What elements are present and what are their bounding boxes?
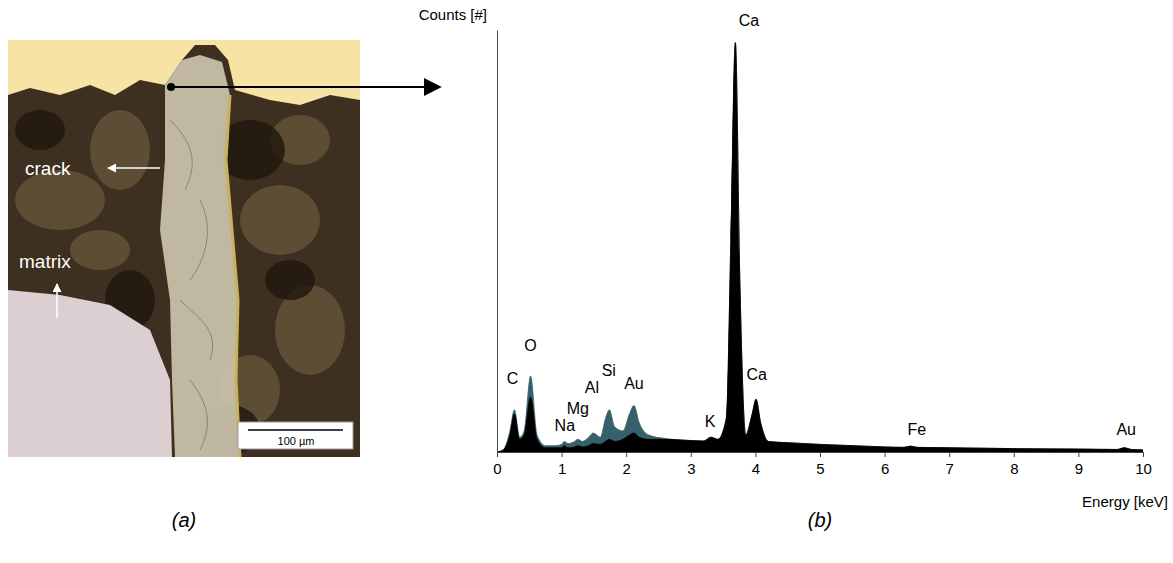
label-crack: crack bbox=[25, 158, 71, 179]
spectrum-area bbox=[497, 43, 1143, 452]
peak-label: Fe bbox=[908, 421, 927, 438]
panel-label: (a) bbox=[172, 509, 196, 531]
scale-bar bbox=[248, 429, 343, 431]
x-tick: 5 bbox=[816, 452, 824, 477]
x-tick-mark bbox=[820, 452, 821, 457]
peak-label: Au bbox=[624, 375, 644, 392]
crack-edge bbox=[226, 95, 240, 457]
x-tick-label: 4 bbox=[752, 460, 760, 477]
x-tick-mark bbox=[755, 452, 756, 457]
micrograph-texture bbox=[265, 260, 315, 300]
micrograph bbox=[8, 40, 360, 457]
spectrum-area bbox=[497, 43, 1143, 452]
arrow bbox=[108, 167, 160, 169]
peak-label: Ca bbox=[746, 366, 767, 383]
crack-texture bbox=[170, 120, 213, 450]
x-tick: 0 bbox=[493, 452, 501, 477]
micrograph-texture bbox=[15, 110, 65, 150]
x-tick: 1 bbox=[558, 452, 566, 477]
x-tick: 4 bbox=[752, 452, 760, 477]
x-tick-mark bbox=[562, 452, 563, 457]
x-tick-mark bbox=[1014, 452, 1015, 457]
peak-label: C bbox=[507, 370, 519, 387]
peak-labels: CO NaMg AlSi Au K Ca Ca Fe Au bbox=[507, 12, 1136, 438]
peak-label: Au bbox=[1116, 421, 1136, 438]
x-axis: 0 1 2 3 4 5 6 7 8 9 10 bbox=[493, 452, 1152, 477]
scale-bar-box bbox=[238, 422, 353, 449]
x-tick-mark bbox=[626, 452, 627, 457]
micrograph-matrix bbox=[8, 40, 360, 457]
micrograph-texture bbox=[15, 170, 105, 230]
x-tick: 10 bbox=[1135, 452, 1152, 477]
crack-fill bbox=[160, 55, 240, 457]
x-tick-label: 3 bbox=[687, 460, 695, 477]
plot-marks bbox=[497, 43, 1143, 452]
x-axis-title: Energy [keV] bbox=[1082, 493, 1168, 510]
x-tick-mark bbox=[497, 452, 498, 457]
x-tick-label: 6 bbox=[881, 460, 889, 477]
x-tick: 7 bbox=[946, 452, 954, 477]
x-tick-label: 10 bbox=[1135, 460, 1152, 477]
y-axis bbox=[497, 31, 498, 453]
micrograph-texture bbox=[90, 110, 150, 190]
x-tick-label: 7 bbox=[946, 460, 954, 477]
x-tick: 3 bbox=[687, 452, 695, 477]
pointer-arrow bbox=[171, 86, 440, 88]
x-tick: 2 bbox=[623, 452, 631, 477]
peak-label: O bbox=[524, 337, 536, 354]
scale-bar-label: 100 µm bbox=[278, 435, 315, 447]
panel-label: (b) bbox=[808, 509, 832, 531]
x-tick: 6 bbox=[881, 452, 889, 477]
micrograph-texture bbox=[70, 230, 130, 270]
figure: crack matrix 100 µm 0 1 2 3 4 5 6 7 8 9 10 Counts [#] E… bbox=[0, 0, 1173, 563]
x-tick-mark bbox=[949, 452, 950, 457]
x-tick-mark bbox=[1143, 452, 1144, 457]
x-tick: 9 bbox=[1075, 452, 1083, 477]
y-axis-title: Counts [#] bbox=[419, 6, 487, 23]
micrograph-grain bbox=[8, 290, 172, 457]
peak-label: Si bbox=[602, 362, 616, 379]
x-tick-mark bbox=[691, 452, 692, 457]
x-tick-label: 2 bbox=[623, 460, 631, 477]
peak-label: K bbox=[705, 413, 716, 430]
x-tick-label: 0 bbox=[493, 460, 501, 477]
peak-label: Na bbox=[555, 417, 576, 434]
x-tick: 8 bbox=[1010, 452, 1018, 477]
x-tick-label: 9 bbox=[1075, 460, 1083, 477]
peak-label: Mg bbox=[567, 400, 589, 417]
arrow bbox=[56, 284, 58, 318]
x-tick-label: 1 bbox=[558, 460, 566, 477]
peak-label: Al bbox=[585, 379, 599, 396]
micrograph-texture bbox=[240, 185, 320, 255]
x-tick-mark bbox=[885, 452, 886, 457]
x-tick-label: 8 bbox=[1010, 460, 1018, 477]
x-tick-mark bbox=[1078, 452, 1079, 457]
label-matrix: matrix bbox=[19, 251, 71, 272]
y-axis-line bbox=[497, 31, 498, 453]
x-tick-label: 5 bbox=[816, 460, 824, 477]
peak-label: Ca bbox=[739, 12, 760, 29]
